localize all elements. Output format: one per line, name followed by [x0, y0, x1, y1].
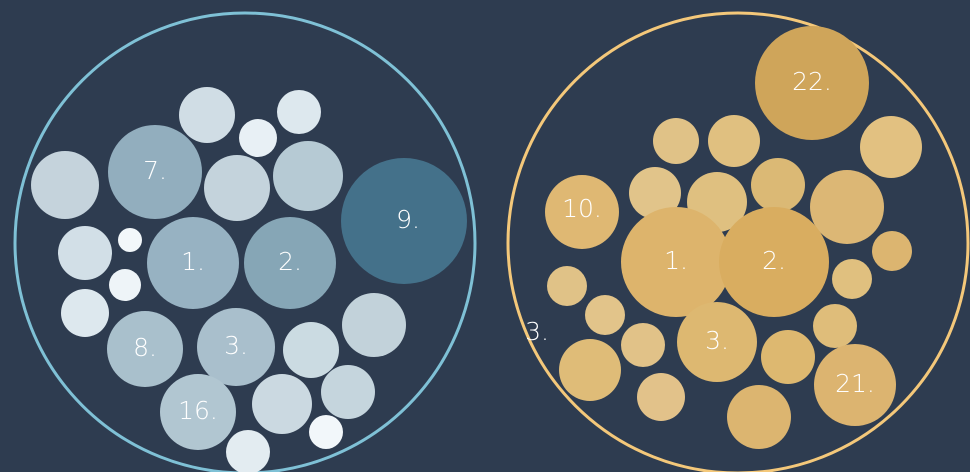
bubble-label: 22. — [792, 67, 832, 96]
left-cluster: 7. 9. 1. 2. 8. 3. 16. — [13, 11, 477, 472]
bubble — [755, 26, 869, 140]
bubble — [621, 207, 731, 317]
bubble — [239, 119, 277, 157]
bubble — [342, 293, 406, 357]
bubble — [832, 259, 872, 299]
bubble — [204, 155, 270, 221]
cluster-outline — [506, 11, 970, 472]
bubble-label: 16. — [178, 396, 218, 425]
bubble — [751, 158, 805, 212]
bubble — [860, 116, 922, 178]
bubble-label: 9. — [396, 205, 420, 234]
bubble — [814, 344, 896, 426]
bubble — [108, 125, 202, 219]
bubble — [341, 158, 467, 284]
bubble-label: 1. — [664, 246, 688, 275]
bubble-label: 1. — [181, 247, 205, 276]
bubble — [226, 430, 270, 472]
bubble — [813, 304, 857, 348]
bubble-label: 7. — [143, 156, 167, 185]
bubble — [309, 415, 343, 449]
bubble — [653, 118, 699, 164]
bubble — [621, 323, 665, 367]
bubble — [160, 374, 236, 450]
bubble — [677, 302, 757, 382]
bubble — [761, 330, 815, 384]
bubble-label: 2. — [278, 247, 302, 276]
bubble — [708, 115, 760, 167]
bubble — [109, 269, 141, 301]
bubble — [118, 228, 142, 252]
bubble — [107, 311, 183, 387]
bubble — [872, 231, 912, 271]
bubble-label: 3. — [224, 331, 248, 360]
bubble — [31, 151, 99, 219]
bubble-label: 2. — [762, 246, 786, 275]
bubble-label: 3. — [705, 326, 729, 355]
bubble — [585, 295, 625, 335]
bubble — [321, 365, 375, 419]
bubble — [244, 217, 336, 309]
right-cluster: 22. 10. 1. 2. 3. 21. 3. — [506, 11, 970, 472]
bubble — [277, 90, 321, 134]
bubble — [719, 207, 829, 317]
bubble — [545, 175, 619, 249]
bubble — [629, 167, 681, 219]
bubble — [58, 226, 112, 280]
bubble-label: 3. — [525, 317, 549, 346]
bubble — [252, 374, 312, 434]
bubble — [197, 308, 275, 386]
cluster-outline — [13, 11, 477, 472]
bubble — [727, 385, 791, 449]
bubble-label: 21. — [835, 369, 875, 398]
bubble-label: 8. — [133, 333, 157, 362]
bubble — [147, 217, 239, 309]
bubble — [283, 322, 339, 378]
bubble — [179, 87, 235, 143]
bubble — [61, 289, 109, 337]
bubble — [273, 141, 343, 211]
bubble — [547, 266, 587, 306]
bubble — [810, 170, 884, 244]
bubble — [637, 373, 685, 421]
bubble-label: 10. — [562, 194, 602, 223]
bubble — [559, 339, 621, 401]
